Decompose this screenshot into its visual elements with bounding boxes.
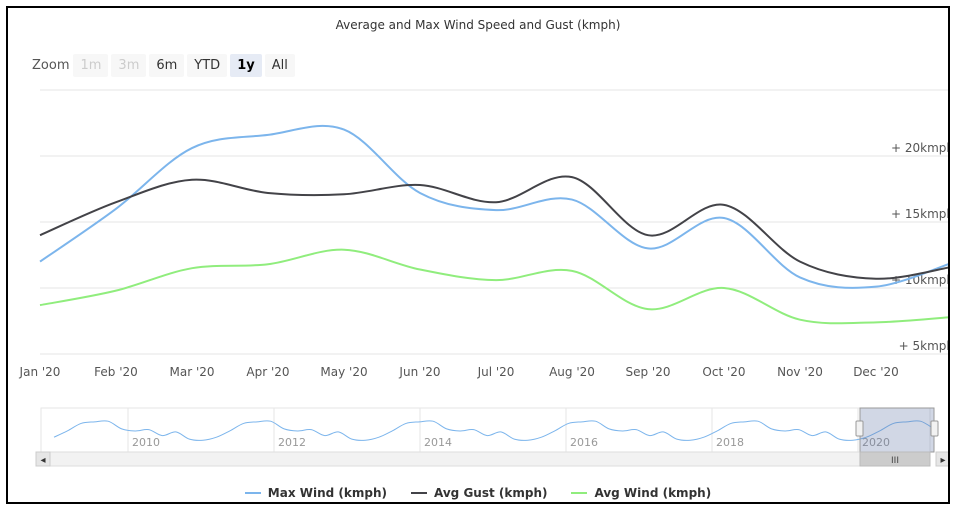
navigator-year-label: 2010	[132, 436, 160, 449]
scrollbar-thumb[interactable]	[859, 451, 931, 467]
legend-swatch-avg-wind	[571, 492, 588, 494]
series-line-avg-gust[interactable]	[39, 175, 948, 280]
grid-layer	[40, 89, 948, 355]
zoom-label: Zoom	[32, 58, 70, 73]
navigator-year-label: 2020	[862, 436, 890, 449]
navigator-year-label: 2014	[424, 436, 452, 449]
legend-label-max-wind: Max Wind (kmph)	[267, 486, 387, 500]
navigator-year-labels: 2010 2012 2014 2016 2018 2020	[127, 408, 890, 452]
scrollbar-track[interactable]	[40, 451, 931, 467]
series-line-avg-wind[interactable]	[39, 248, 948, 325]
zoom-button-3m[interactable]: 3m	[111, 54, 147, 77]
chart-svg: + 5kmph+ 10kmph+ 15kmph+ 20kmph Jan '20F…	[19, 89, 948, 467]
zoom-button-1y[interactable]: 1y	[230, 54, 262, 77]
zoom-button-all[interactable]: All	[264, 54, 295, 77]
y-tick-label: + 5kmph	[899, 339, 948, 353]
series-line-max-wind[interactable]	[39, 124, 948, 289]
legend-label-avg-wind: Avg Wind (kmph)	[594, 486, 712, 500]
chart-title: Average and Max Wind Speed and Gust (kmp…	[335, 18, 621, 32]
y-tick-label: + 15kmph	[891, 207, 948, 221]
x-axis-labels: Jan '20 Feb '20 Mar '20 Apr '20 May '20 Jun '…	[19, 365, 899, 379]
navigator[interactable]: 2010 2012 2014 2016 2018 2020 III ◂ ▸	[35, 407, 948, 467]
navigator-left-handle[interactable]	[855, 420, 864, 437]
zoom-button-1m[interactable]: 1m	[73, 54, 109, 77]
x-tick-label: Jan '20	[19, 365, 61, 379]
navigator-series-line	[53, 420, 935, 441]
scrollbar-grip: III	[891, 456, 899, 466]
navigator-selected-range[interactable]	[859, 407, 935, 453]
series-layer	[39, 124, 948, 325]
x-tick-label: Apr '20	[246, 365, 289, 379]
legend-item-max-wind[interactable]: Max Wind (kmph)	[244, 486, 387, 500]
legend: Max Wind (kmph) Avg Gust (kmph) Avg Wind…	[8, 486, 948, 500]
x-tick-label: Aug '20	[549, 365, 595, 379]
x-tick-label: Feb '20	[94, 365, 138, 379]
x-tick-label: Sep '20	[626, 365, 671, 379]
x-tick-label: May '20	[320, 365, 367, 379]
x-tick-label: Jul '20	[477, 365, 515, 379]
zoom-button-ytd[interactable]: YTD	[187, 54, 228, 77]
x-tick-label: Oct '20	[702, 365, 745, 379]
x-tick-label: Mar '20	[169, 365, 214, 379]
legend-swatch-avg-gust	[411, 492, 427, 494]
legend-item-avg-wind[interactable]: Avg Wind (kmph)	[571, 486, 711, 500]
navigator-year-label: 2018	[716, 436, 744, 449]
y-tick-label: + 20kmph	[891, 141, 948, 155]
navigator-year-label: 2016	[570, 436, 598, 449]
x-tick-label: Jun '20	[398, 365, 440, 379]
navigator-right-handle[interactable]	[930, 420, 939, 437]
scroll-right-button[interactable]	[935, 451, 948, 467]
legend-item-avg-gust[interactable]: Avg Gust (kmph)	[411, 486, 547, 500]
chart-container: Average and Max Wind Speed and Gust (kmp…	[6, 6, 950, 504]
scroll-right-arrow-icon: ▸	[940, 455, 945, 466]
legend-swatch-max-wind	[244, 492, 261, 494]
navigator-background	[40, 407, 931, 453]
navigator-year-label: 2012	[278, 436, 306, 449]
zoom-button-6m[interactable]: 6m	[149, 54, 185, 77]
legend-label-avg-gust: Avg Gust (kmph)	[434, 486, 548, 500]
x-tick-label: Nov '20	[777, 365, 823, 379]
scroll-left-button[interactable]	[35, 451, 51, 467]
zoom-selector: Zoom 1m 3m 6m YTD 1y All	[32, 54, 298, 77]
scroll-left-arrow-icon: ◂	[40, 455, 45, 466]
x-tick-label: Dec '20	[853, 365, 899, 379]
